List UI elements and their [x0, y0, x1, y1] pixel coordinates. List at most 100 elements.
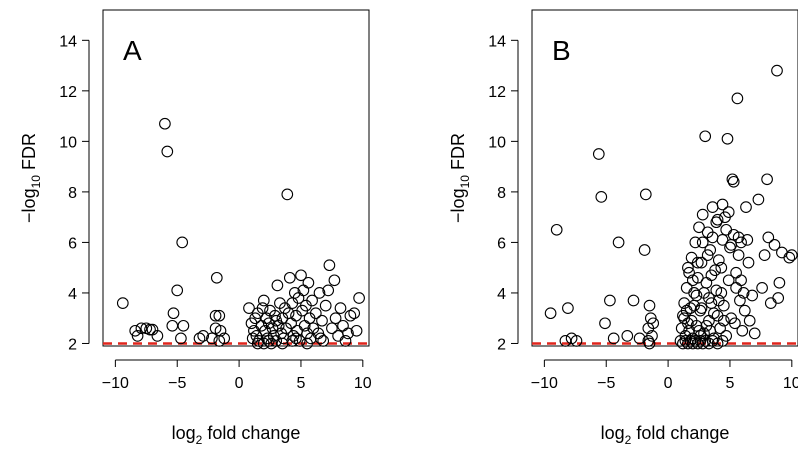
data-point [246, 332, 259, 345]
data-point [209, 309, 222, 322]
data-point [193, 332, 206, 345]
data-point [326, 322, 338, 335]
data-point [686, 337, 699, 350]
y-axis-title: −log10 FDR [19, 133, 43, 223]
data-point [643, 337, 656, 350]
x-tick-label: 0 [235, 375, 244, 392]
data-point [638, 244, 651, 256]
data-point [334, 302, 347, 314]
data-point [773, 276, 786, 289]
data-point [317, 335, 330, 347]
data-point [144, 323, 156, 336]
data-point [703, 337, 715, 350]
x-tick-label: 0 [664, 375, 673, 392]
y-tick-label: 8 [68, 185, 77, 202]
data-point [737, 287, 750, 299]
data-point [210, 271, 223, 284]
data-point [323, 259, 336, 272]
data-point [151, 330, 164, 342]
data-point [764, 297, 777, 309]
y-tick-label: 10 [59, 134, 77, 151]
data-point [696, 208, 709, 221]
data-point [741, 234, 754, 246]
y-tick-label: 12 [488, 84, 506, 101]
data-point [176, 236, 189, 249]
data-point [316, 314, 328, 327]
data-point [607, 332, 620, 345]
x-tick-label: 5 [297, 375, 306, 392]
data-point [690, 289, 703, 302]
data-point [772, 292, 785, 304]
data-point [677, 337, 689, 350]
data-point [689, 236, 702, 249]
data-point [595, 191, 608, 203]
data-point [704, 324, 717, 337]
data-point [695, 302, 708, 314]
data-point [725, 239, 738, 251]
data-point [701, 249, 714, 261]
data-point [269, 309, 281, 322]
data-point [286, 335, 299, 347]
data-point [257, 294, 270, 307]
scatter-panel-b: B −10 −5 0 5 10 2 4 6 8 10 12 14 log2 fold change −log… [448, 9, 798, 447]
data-point [270, 314, 283, 327]
data-point [550, 223, 563, 236]
data-point [302, 276, 315, 289]
data-point [717, 314, 730, 327]
data-point [711, 213, 724, 226]
data-point [691, 256, 704, 269]
data-point [712, 254, 725, 266]
data-point [758, 249, 771, 261]
data-point [301, 337, 313, 350]
data-point [785, 249, 798, 261]
data-point [706, 231, 719, 244]
data-point [599, 317, 611, 330]
data-point [243, 302, 255, 314]
data-point [262, 335, 275, 347]
scatter-panel-a: A −10 −5 0 5 10 2 4 6 8 10 12 14 log2 fold change −log… [19, 9, 372, 447]
data-point [131, 330, 144, 342]
x-tick-label: −5 [168, 375, 186, 392]
data-point [612, 236, 625, 249]
data-point [762, 231, 775, 244]
data-point [171, 284, 184, 297]
data-point [627, 294, 640, 307]
data-point [604, 294, 616, 307]
y-tick-label: 8 [497, 185, 506, 202]
y-tick-label: 6 [68, 235, 77, 252]
data-point [197, 330, 210, 342]
y-tick-label: 2 [497, 336, 506, 353]
x-axis-title: log2 fold change [172, 423, 301, 447]
data-point [633, 332, 646, 345]
plot-frame [102, 9, 370, 347]
y-tick-label: 6 [497, 235, 506, 252]
data-point [329, 312, 342, 325]
data-point [129, 324, 142, 337]
x-tick-label: −10 [102, 375, 129, 392]
data-point [678, 312, 691, 325]
data-point [313, 287, 326, 299]
data-point [735, 274, 747, 287]
data-point [706, 201, 719, 213]
data-point [306, 294, 318, 307]
data-point [722, 274, 735, 287]
data-point [710, 216, 723, 229]
data-point [732, 249, 745, 261]
data-point [256, 302, 269, 314]
y-axis-title: −log10 FDR [448, 133, 472, 223]
data-point [643, 299, 656, 312]
y-tick-label: 4 [68, 286, 77, 303]
data-point [259, 324, 271, 337]
data-point [295, 269, 307, 282]
data-point [266, 322, 279, 335]
data-point [699, 130, 712, 143]
data-point [708, 307, 720, 320]
data-point [734, 294, 746, 307]
data-point [281, 188, 294, 201]
data-point [721, 132, 734, 145]
data-point [742, 256, 755, 269]
data-point [771, 64, 783, 77]
data-point [686, 274, 699, 287]
data-point [688, 287, 700, 299]
y-tick-label: 10 [488, 134, 506, 151]
